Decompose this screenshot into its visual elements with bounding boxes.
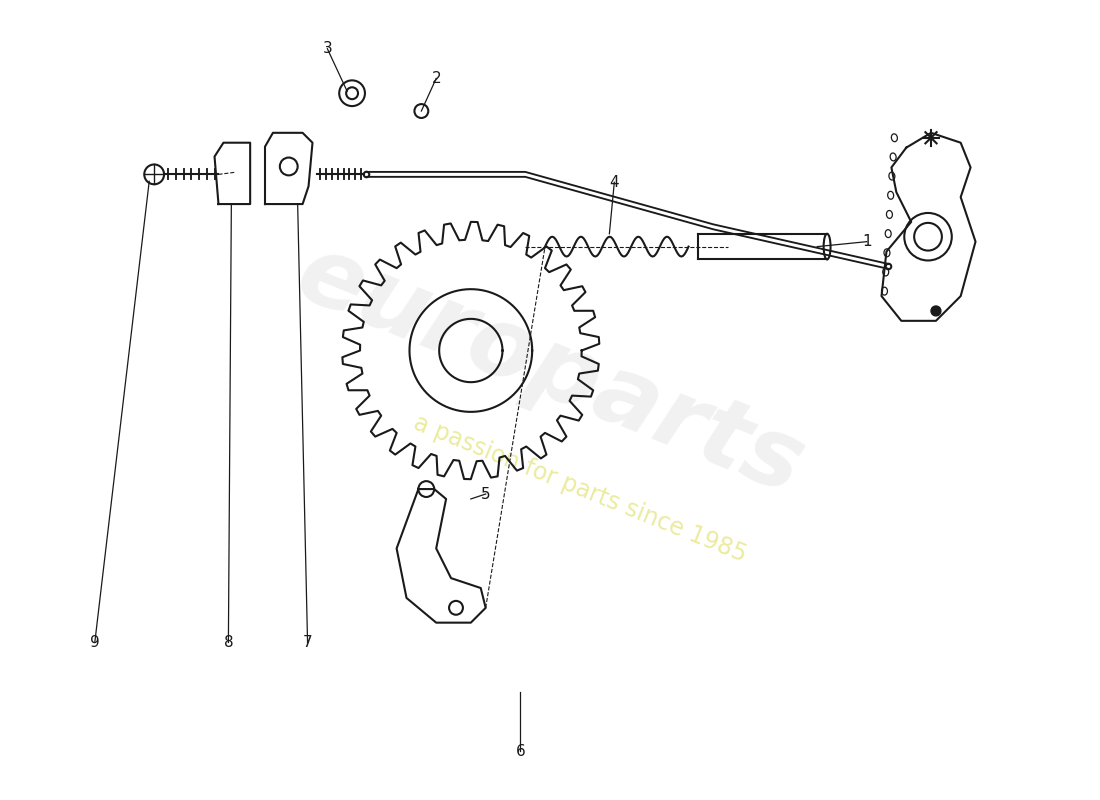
Text: 8: 8 (223, 635, 233, 650)
Text: 5: 5 (481, 486, 491, 502)
Text: 6: 6 (516, 744, 525, 759)
Text: europarts: europarts (284, 226, 816, 514)
Text: 1: 1 (862, 234, 871, 249)
Text: a passion for parts since 1985: a passion for parts since 1985 (409, 411, 750, 567)
Text: 3: 3 (322, 41, 332, 56)
Text: 2: 2 (431, 71, 441, 86)
Text: 9: 9 (90, 635, 100, 650)
Text: 4: 4 (609, 174, 619, 190)
Text: 7: 7 (302, 635, 312, 650)
Circle shape (931, 306, 940, 316)
